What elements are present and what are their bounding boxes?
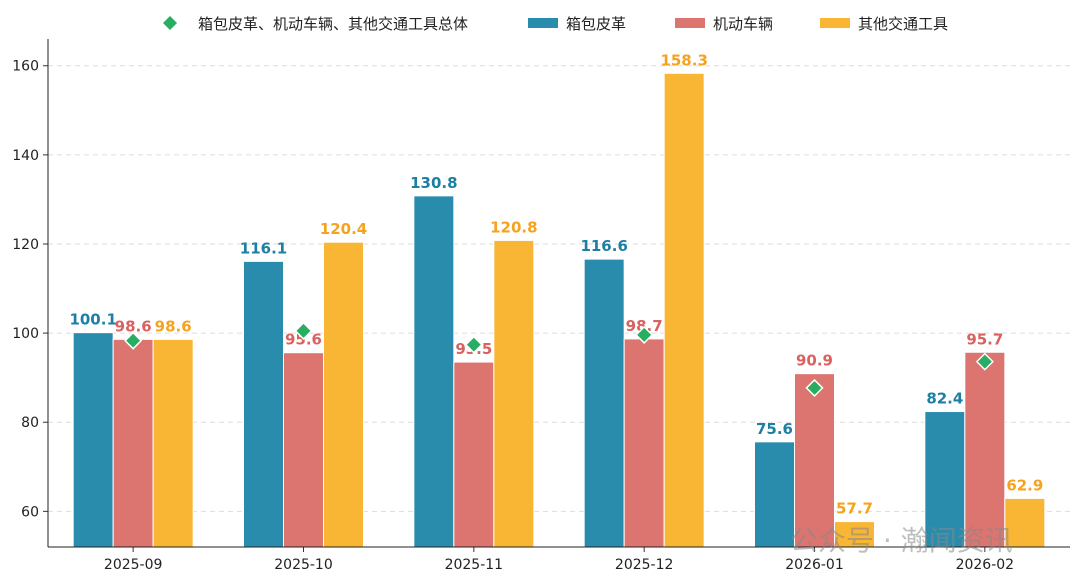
bar	[453, 361, 495, 548]
x-tick-label: 2026-01	[785, 557, 844, 573]
y-tick-label: 160	[12, 59, 39, 75]
data-label: 90.9	[796, 352, 833, 370]
data-label: 116.6	[580, 237, 627, 255]
bar	[112, 338, 154, 548]
legend-swatch	[820, 18, 850, 28]
data-label: 57.7	[836, 500, 873, 518]
bar	[964, 351, 1006, 548]
data-label: 95.7	[966, 330, 1003, 348]
bar	[794, 373, 835, 548]
bar	[754, 441, 795, 548]
x-tick-label: 2025-09	[104, 557, 163, 573]
data-label: 62.9	[1006, 476, 1043, 494]
data-label: 120.4	[320, 220, 367, 238]
legend-swatch	[675, 18, 705, 28]
total-marker	[124, 331, 143, 350]
x-tick-label: 2025-10	[274, 557, 333, 573]
data-label: 98.6	[115, 317, 152, 335]
total-marker	[464, 335, 483, 354]
y-tick-label: 80	[21, 415, 39, 431]
data-label: 98.6	[155, 317, 192, 335]
watermark: 公众号 · 瀚闻资讯	[790, 524, 1013, 557]
bar	[1004, 497, 1046, 548]
total-marker	[294, 321, 313, 340]
legend-label: 机动车辆	[713, 15, 773, 33]
total-marker	[805, 378, 824, 397]
data-label: 100.1	[69, 311, 116, 329]
bar	[152, 338, 194, 548]
y-tick-label: 100	[12, 326, 39, 342]
y-tick-label: 120	[12, 237, 39, 253]
total-marker	[975, 352, 994, 371]
bar	[623, 338, 665, 548]
legend-swatch	[528, 18, 558, 28]
legend-label: 箱包皮革、机动车辆、其他交通工具总体	[198, 15, 468, 33]
bar	[493, 239, 535, 548]
x-tick-label: 2025-11	[445, 557, 504, 573]
x-tick-label: 2026-02	[956, 557, 1015, 573]
y-tick-label: 60	[21, 504, 39, 520]
bar	[834, 521, 875, 548]
data-label: 158.3	[660, 51, 707, 69]
bar	[924, 411, 966, 548]
bar	[663, 72, 705, 548]
x-tick-label: 2025-12	[615, 557, 674, 573]
total-marker	[635, 325, 654, 344]
bar	[583, 258, 625, 548]
bar	[72, 332, 114, 548]
legend-label: 箱包皮革	[566, 15, 626, 33]
data-label: 82.4	[926, 390, 963, 408]
data-label: 120.8	[490, 218, 537, 236]
bar	[323, 241, 364, 548]
legend-marker	[163, 16, 177, 30]
data-label: 75.6	[756, 420, 793, 438]
bar	[283, 352, 324, 548]
data-label: 116.1	[240, 239, 287, 257]
bar	[243, 260, 284, 548]
bar	[413, 195, 455, 548]
legend-label: 其他交通工具	[858, 15, 948, 33]
y-tick-label: 140	[12, 148, 39, 164]
data-label: 130.8	[410, 174, 457, 192]
